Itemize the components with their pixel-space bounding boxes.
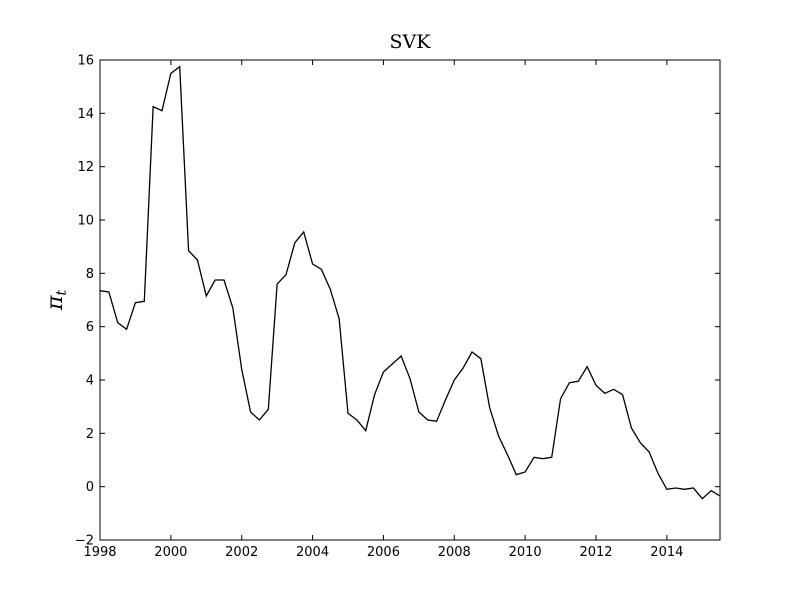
y-tick-label: 14 (77, 107, 94, 122)
series-line (99, 65, 721, 500)
axis-tick-labels: 1998 2000 2002 2004 2006 2008 2010 2012 2014 −2 0 2… (75, 54, 684, 561)
x-tick-label: 2008 (438, 545, 471, 560)
x-tick-label: 2010 (509, 545, 542, 560)
y-tick-label: 10 (77, 214, 94, 229)
y-tick-label: 6 (86, 320, 94, 335)
y-tick-label: 16 (77, 54, 94, 69)
y-tick-label: −2 (75, 534, 94, 549)
x-tick-label: 2004 (296, 545, 329, 560)
y-tick-label: 0 (86, 480, 94, 495)
y-tick-label: 2 (86, 427, 94, 442)
y-axis-label-symbol: π (43, 295, 68, 311)
chart-title: SVK (390, 31, 432, 53)
x-tick-label: 2006 (367, 545, 400, 560)
x-tick-label: 2014 (650, 545, 683, 560)
plot-frame (99, 59, 721, 541)
y-tick-label: 8 (86, 267, 94, 282)
y-axis-label-subscript: t (54, 290, 70, 296)
axis-ticks (99, 59, 720, 541)
y-tick-label: 12 (77, 160, 94, 175)
y-tick-label: 4 (86, 374, 94, 389)
x-tick-label: 2012 (579, 545, 612, 560)
x-tick-label: 2000 (154, 545, 187, 560)
y-axis-label: πt (43, 290, 70, 311)
x-tick-label: 2002 (225, 545, 258, 560)
x-tick-label: 1998 (83, 545, 116, 560)
